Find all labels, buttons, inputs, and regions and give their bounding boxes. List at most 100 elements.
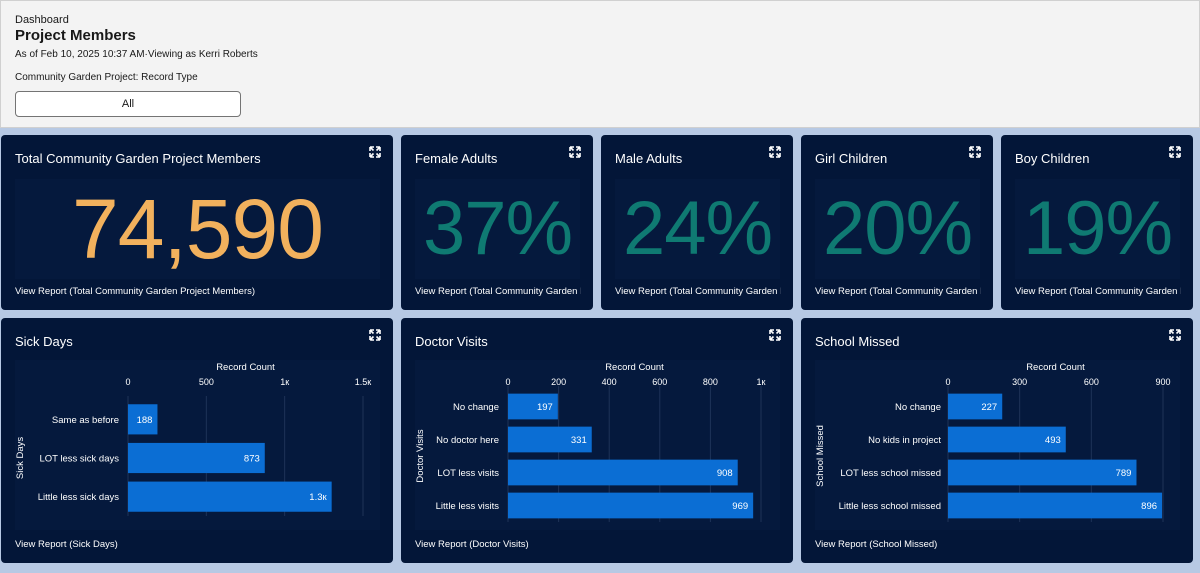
data-label: 896 (1141, 501, 1157, 512)
data-label: 908 (717, 468, 733, 479)
chart-card-school-missed: School Missed Record Count 0 300 600 900 Scho… (801, 318, 1193, 563)
x-tick-label: 1к (757, 377, 766, 387)
view-report-link[interactable]: View Report (School Missed) (815, 539, 938, 550)
bar[interactable] (508, 492, 754, 519)
view-report-link[interactable]: View Report (Total Community Garden Proj… (415, 286, 581, 297)
metric-display[interactable]: 37% (415, 179, 580, 279)
category-label: Same as before (52, 415, 119, 426)
bar[interactable] (508, 426, 592, 453)
x-tick-label: 0 (505, 377, 510, 387)
y-axis-title: Doctor Visits (415, 429, 426, 482)
x-tick-label: 300 (1012, 377, 1027, 387)
card-title: School Missed (815, 334, 900, 349)
category-label: LOT less visits (437, 468, 499, 479)
x-axis-title: Record Count (216, 362, 275, 373)
card-title: Total Community Garden Project Members (15, 151, 261, 166)
data-label: 789 (1116, 468, 1132, 479)
bar[interactable] (948, 492, 1163, 519)
category-label: No change (453, 402, 499, 413)
card-title: Boy Children (1015, 151, 1090, 166)
metric-card-female-adults: Female Adults 37% View Report (Total Com… (401, 135, 593, 310)
view-report-link[interactable]: View Report (Total Community Garden Proj… (615, 286, 781, 297)
metric-card-male-adults: Male Adults 24% View Report (Total Commu… (601, 135, 793, 310)
metric-value: 19% (1022, 186, 1173, 271)
bar[interactable] (128, 404, 158, 435)
card-title: Doctor Visits (415, 334, 488, 349)
bar[interactable] (508, 393, 558, 420)
data-label: 969 (732, 501, 748, 512)
filter-label: Community Garden Project: Record Type (15, 72, 198, 83)
x-tick-label: 600 (1084, 377, 1099, 387)
record-type-filter-button[interactable]: All (15, 91, 241, 117)
x-tick-label: 800 (703, 377, 718, 387)
metric-display[interactable]: 19% (1015, 179, 1180, 279)
dashboard-header: Dashboard Project Members As of Feb 10, … (0, 0, 1200, 128)
bar[interactable] (508, 459, 738, 486)
bar[interactable] (948, 426, 1066, 453)
x-tick-label: 1.5к (355, 377, 372, 387)
x-tick-label: 600 (652, 377, 667, 387)
expand-icon[interactable] (369, 329, 381, 341)
metric-display[interactable]: 74,590 (15, 179, 380, 279)
view-report-link[interactable]: View Report (Total Community Garden Proj… (1015, 286, 1181, 297)
y-axis-title: School Missed (815, 425, 826, 487)
x-tick-label: 1к (280, 377, 289, 387)
data-label: 873 (244, 454, 260, 465)
metric-card-boy-children: Boy Children 19% View Report (Total Comm… (1001, 135, 1193, 310)
expand-icon[interactable] (1169, 146, 1181, 158)
page-title: Project Members (15, 27, 136, 44)
x-tick-label: 900 (1155, 377, 1170, 387)
category-label: No doctor here (436, 435, 499, 446)
chart-card-doctor-visits: Doctor Visits Record Count 0 200 400 600 800 1… (401, 318, 793, 563)
category-label: LOT less sick days (39, 454, 119, 465)
expand-icon[interactable] (1169, 329, 1181, 341)
metric-value: 74,590 (72, 182, 324, 276)
metric-card-girl-children: Girl Children 20% View Report (Total Com… (801, 135, 993, 310)
category-label: Little less school missed (839, 501, 941, 512)
category-label: Little less visits (436, 501, 500, 512)
metric-value: 37% (422, 186, 573, 271)
card-title: Female Adults (415, 151, 498, 166)
category-label: No change (895, 402, 941, 413)
data-label: 1.3к (309, 492, 327, 503)
card-title: Girl Children (815, 151, 888, 166)
expand-icon[interactable] (569, 146, 581, 158)
category-label: Little less sick days (38, 492, 120, 503)
school-missed-bar-chart[interactable]: Record Count 0 300 600 900 School Missed No ch… (801, 318, 1193, 563)
expand-icon[interactable] (969, 146, 981, 158)
category-label: No kids in project (868, 435, 941, 446)
bar[interactable] (128, 481, 332, 512)
x-tick-label: 400 (602, 377, 617, 387)
x-tick-label: 500 (199, 377, 214, 387)
data-label: 331 (571, 435, 587, 446)
bar[interactable] (948, 393, 1003, 420)
chart-card-sick-days: Sick Days Record Count 0 500 1к 1.5к Sick Day… (1, 318, 393, 563)
metric-display[interactable]: 24% (615, 179, 780, 279)
metric-value: 20% (822, 186, 973, 271)
expand-icon[interactable] (769, 146, 781, 158)
y-axis-title: Sick Days (15, 437, 26, 479)
x-axis-title: Record Count (605, 362, 664, 373)
breadcrumb: Dashboard (15, 14, 69, 26)
data-label: 188 (137, 415, 153, 426)
view-report-link[interactable]: View Report (Doctor Visits) (415, 539, 529, 550)
bar[interactable] (128, 442, 265, 474)
metric-display[interactable]: 20% (815, 179, 980, 279)
expand-icon[interactable] (369, 146, 381, 158)
doctor-visits-bar-chart[interactable]: Record Count 0 200 400 600 800 1к Doctor Visits… (401, 318, 793, 563)
bar[interactable] (948, 459, 1137, 486)
metric-card-total-members: Total Community Garden Project Members 7… (1, 135, 393, 310)
x-tick-label: 200 (551, 377, 566, 387)
expand-icon[interactable] (769, 329, 781, 341)
data-label: 197 (537, 402, 553, 413)
x-tick-label: 0 (945, 377, 950, 387)
as-of-timestamp: As of Feb 10, 2025 10:37 AM·Viewing as K… (15, 49, 258, 60)
view-report-link[interactable]: View Report (Total Community Garden Proj… (15, 286, 256, 297)
sick-days-bar-chart[interactable]: Record Count 0 500 1к 1.5к Sick Days Same as b… (1, 318, 393, 563)
category-label: LOT less school missed (840, 468, 941, 479)
view-report-link[interactable]: View Report (Sick Days) (15, 539, 118, 550)
x-tick-label: 0 (125, 377, 130, 387)
card-title: Sick Days (15, 334, 73, 349)
view-report-link[interactable]: View Report (Total Community Garden Proj… (815, 286, 981, 297)
x-axis-title: Record Count (1026, 362, 1085, 373)
